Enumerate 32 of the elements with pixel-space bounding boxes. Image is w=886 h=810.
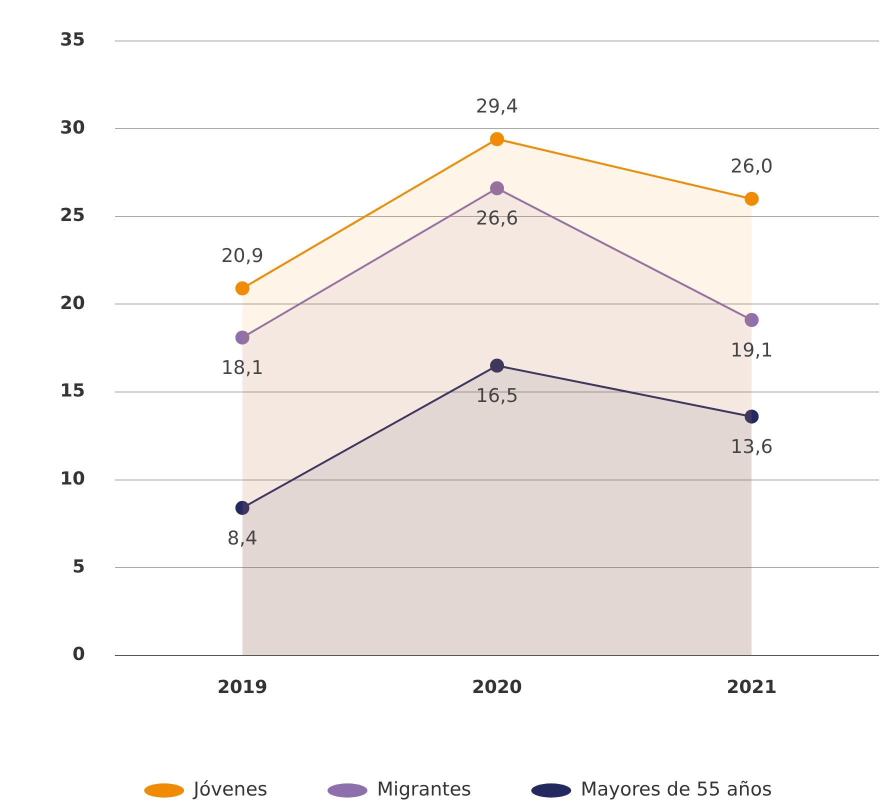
point (744, 313, 759, 328)
point (744, 410, 759, 424)
data-label: 16,5 (476, 385, 518, 408)
y-tick-label: 15 (60, 380, 86, 402)
point (235, 281, 250, 296)
y-tick-label: 30 (60, 117, 86, 138)
x-tick-label: 2019 (217, 676, 268, 698)
legend-label: Mayores de 55 años (580, 778, 772, 800)
data-label: 26,0 (730, 155, 773, 178)
x-tick-label: 2021 (726, 676, 777, 698)
y-tick-label: 25 (60, 205, 86, 226)
y-tick-label: 20 (60, 292, 86, 314)
y-tick-label: 35 (60, 29, 86, 50)
point (490, 358, 504, 373)
point (235, 330, 250, 345)
data-label: 26,6 (476, 208, 518, 230)
y-tick-label: 5 (72, 556, 86, 578)
y-tick-label: 10 (60, 468, 86, 490)
point (490, 181, 504, 196)
legend-label: Jóvenes (192, 778, 268, 800)
x-tick-label: 2020 (472, 676, 522, 698)
point (744, 192, 759, 206)
y-tick-label: 0 (72, 644, 86, 666)
data-label: 20,9 (221, 244, 264, 267)
data-label: 8,4 (227, 527, 258, 550)
data-label: 13,6 (730, 436, 773, 458)
data-label: 29,4 (476, 96, 518, 118)
point (235, 500, 250, 515)
legend-label: Migrantes (376, 778, 472, 800)
data-label: 18,1 (221, 357, 264, 379)
data-label: 19,1 (730, 339, 773, 362)
point (490, 132, 504, 146)
